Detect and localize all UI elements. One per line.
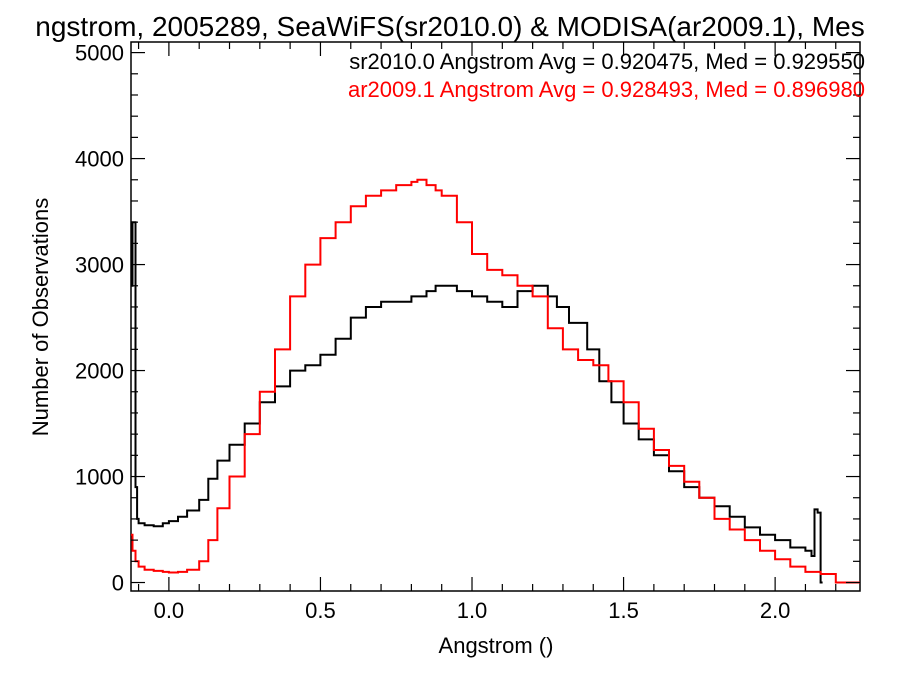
legend-entry-ar2009: ar2009.1 Angstrom Avg = 0.928493, Med = … [348,77,865,102]
legend-entry-sr2010: sr2010.0 Angstrom Avg = 0.920475, Med = … [349,49,865,74]
y-tick-label: 4000 [75,147,124,172]
y-tick-label: 0 [112,571,124,596]
y-tick-label: 3000 [75,253,124,278]
series-ar2009-line [131,178,860,584]
plot-frame-box [130,41,861,592]
series-layer [131,178,860,584]
series-sr2010-line [131,221,823,584]
x-tick-label: 1.5 [608,598,639,623]
x-tick-label: 0.5 [305,598,336,623]
y-tick-label: 2000 [75,359,124,384]
y-tick-label: 5000 [75,41,124,66]
x-axis-ticks: 0.0 0.5 1.0 1.5 2.0 [137,42,837,623]
chart-title: ngstrom, 2005289, SeaWiFS(sr2010.0) & MO… [35,11,864,42]
x-tick-label: 1.0 [457,598,488,623]
x-tick-label: 0.0 [154,598,185,623]
plot-frame [130,41,861,592]
y-axis-title: Number of Observations [28,198,53,436]
x-axis-title: Angstrom () [439,633,554,658]
y-tick-label: 1000 [75,465,124,490]
x-tick-label: 2.0 [760,598,791,623]
y-axis-ticks: 0 1000 2000 3000 4000 5000 [75,41,860,596]
